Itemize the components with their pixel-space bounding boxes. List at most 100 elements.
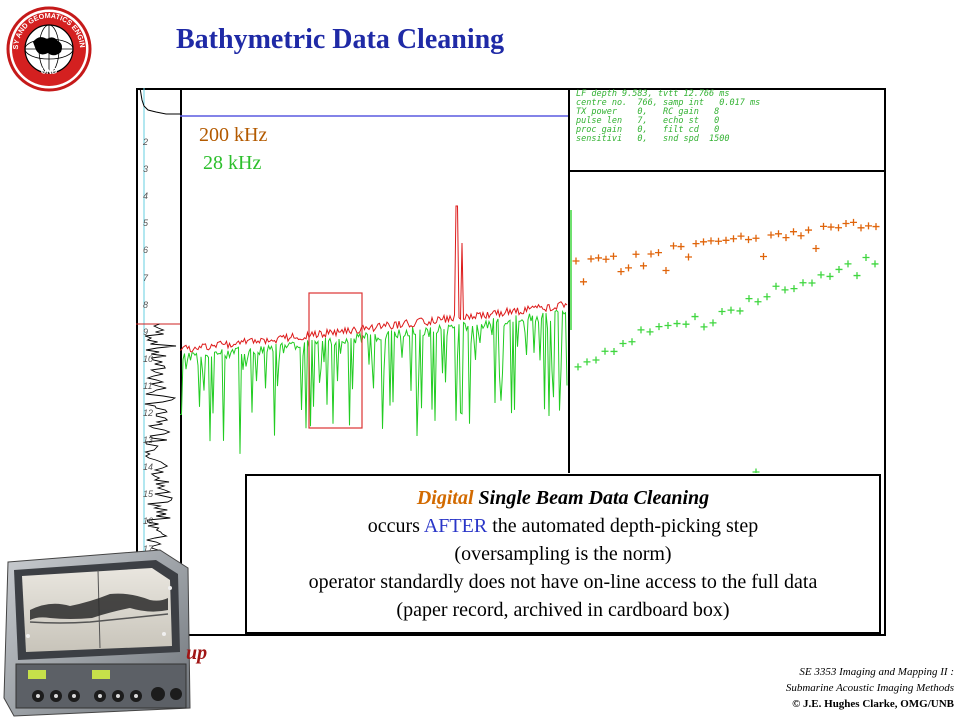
hf-sounding-marker bbox=[580, 278, 587, 286]
hf-sounding-marker bbox=[715, 237, 722, 245]
hf-sounding-marker bbox=[722, 236, 730, 244]
hf-sounding-marker bbox=[805, 226, 812, 234]
hf-sounding-marker bbox=[782, 234, 790, 242]
lf-sounding-marker bbox=[592, 356, 600, 364]
lf-sounding-marker bbox=[610, 347, 618, 355]
lf-sounding-marker bbox=[664, 321, 672, 329]
lf-sounding-marker bbox=[772, 282, 780, 290]
lf-sounding-marker bbox=[745, 295, 753, 303]
course-subtitle: Submarine Acoustic Imaging Methods bbox=[785, 682, 954, 694]
hf-sounding-marker bbox=[752, 234, 760, 242]
settings-line: pulse len 7, echo st 0 bbox=[576, 116, 720, 126]
lf-sounding-marker bbox=[727, 306, 735, 314]
lf-sounding-marker bbox=[853, 272, 861, 280]
lf-sounding-marker bbox=[700, 323, 708, 331]
depth-tick-label: 16 bbox=[143, 516, 154, 527]
settings-line: centre no. 766, samp int 0.017 ms bbox=[576, 98, 761, 108]
oversampling-text: (oversampling is the norm) bbox=[454, 543, 672, 565]
hf-sounding-marker bbox=[775, 230, 782, 238]
hf-sounding-marker bbox=[610, 252, 617, 260]
lf-sounding-marker bbox=[826, 272, 834, 280]
waveform-panel bbox=[180, 115, 568, 454]
depth-tick-label: 5 bbox=[143, 218, 149, 229]
depth-tick-label: 11 bbox=[143, 380, 153, 391]
lf-sounding-marker bbox=[835, 265, 843, 273]
lf-sounding-marker bbox=[637, 326, 645, 334]
hf-sounding-marker bbox=[835, 224, 842, 232]
depth-tick-label: 3 bbox=[143, 164, 149, 175]
hf-sounding-marker bbox=[827, 223, 835, 231]
sounding-scatter-panel bbox=[568, 170, 880, 473]
lf-sounding-marker bbox=[754, 298, 762, 306]
course-footer: SE 3353 Imaging and Mapping II : Submari… bbox=[786, 664, 954, 712]
depth-tick-label: 2 bbox=[143, 137, 149, 147]
hf-sounding-marker bbox=[625, 264, 632, 272]
depth-tick-label: 9 bbox=[143, 326, 149, 337]
depth-tick-label: 6 bbox=[143, 245, 149, 256]
selection-box bbox=[308, 292, 363, 429]
depth-tick-label: 10 bbox=[143, 353, 154, 364]
copyright: © J.E. Hughes Clarke, OMG/UNB bbox=[792, 698, 954, 710]
hf-sounding-marker bbox=[662, 266, 670, 274]
logo-text-bottom: UNB bbox=[40, 66, 58, 76]
lf-sounding-marker bbox=[799, 279, 807, 287]
explanation-box: Digital Single Beam Data Cleaning occurs… bbox=[245, 474, 881, 634]
hf-sounding-marker bbox=[647, 250, 655, 258]
lf-sounding-marker bbox=[862, 253, 870, 261]
hf-sounding-marker bbox=[595, 254, 602, 262]
hf-sounding-marker bbox=[692, 240, 700, 248]
single-beam-title: Single Beam Data Cleaning bbox=[473, 487, 710, 509]
lf-sounding-marker bbox=[655, 323, 663, 331]
echo-sounder-device-image bbox=[3, 549, 191, 717]
svg-text:UNB: UNB bbox=[40, 66, 58, 76]
label-28khz: 28 kHz bbox=[203, 152, 262, 174]
hf-sounding-marker bbox=[850, 218, 857, 226]
depth-tick-label: 13 bbox=[143, 435, 154, 446]
lf-sounding-marker bbox=[574, 363, 582, 371]
settings-line: sensitivi 0, snd spd 1500 bbox=[576, 134, 730, 144]
lf-sounding-marker bbox=[583, 358, 591, 366]
hf-sounding-marker bbox=[790, 228, 797, 236]
hf-sounding-marker bbox=[857, 224, 865, 232]
lf-sounding-marker bbox=[691, 313, 699, 321]
hf-sounding-marker bbox=[700, 238, 707, 246]
hf-sounding-marker bbox=[730, 235, 737, 243]
hf-sounding-marker bbox=[797, 232, 805, 240]
caption-fragment: up bbox=[186, 642, 208, 664]
lf-sounding-marker bbox=[736, 307, 744, 315]
course-title: SE 3353 Imaging and Mapping II : bbox=[799, 666, 954, 678]
lf-sounding-marker bbox=[673, 320, 681, 328]
label-200khz: 200 kHz bbox=[199, 124, 268, 146]
hf-sounding-marker bbox=[677, 243, 685, 251]
lf-sounding-marker bbox=[844, 260, 852, 268]
hf-sounding-marker bbox=[737, 232, 745, 240]
hf-sounding-marker bbox=[685, 253, 692, 261]
high-frequency-trace bbox=[180, 205, 568, 353]
lf-sounding-marker bbox=[682, 320, 690, 328]
lf-sounding-marker bbox=[781, 286, 789, 294]
lf-sounding-marker bbox=[601, 347, 609, 355]
hf-sounding-marker bbox=[842, 219, 850, 227]
hf-sounding-marker bbox=[602, 255, 610, 263]
settings-line: TX power 0, RC gain 8 bbox=[576, 107, 720, 117]
hf-sounding-marker bbox=[572, 257, 580, 265]
unb-logo: GEODESY AND GEOMATICS ENGINEERING UNB bbox=[6, 6, 92, 92]
paper-record-text: (paper record, archived in cardboard box… bbox=[396, 599, 730, 621]
hf-sounding-marker bbox=[745, 236, 752, 244]
occurs-text: occurs bbox=[367, 515, 424, 537]
digital-word: Digital bbox=[416, 487, 474, 509]
after-word: AFTER bbox=[423, 515, 488, 537]
sounder-settings-panel: LF depth 9.583, tvtt 12.766 ms centre no.… bbox=[568, 88, 884, 172]
page-title: Bathymetric Data Cleaning bbox=[176, 24, 505, 55]
hf-sounding-marker bbox=[707, 237, 715, 245]
hf-sounding-marker bbox=[632, 250, 640, 258]
operator-text: operator standardly does not have on-lin… bbox=[308, 571, 818, 593]
lf-sounding-marker bbox=[763, 293, 771, 301]
lf-sounding-marker bbox=[752, 468, 760, 473]
hf-sounding-marker bbox=[587, 255, 595, 263]
lf-sounding-marker bbox=[790, 285, 798, 293]
depth-tick-label: 4 bbox=[143, 191, 149, 202]
lf-sounding-marker bbox=[817, 271, 825, 279]
low-frequency-trace bbox=[180, 309, 568, 454]
lf-sounding-marker bbox=[646, 328, 654, 336]
